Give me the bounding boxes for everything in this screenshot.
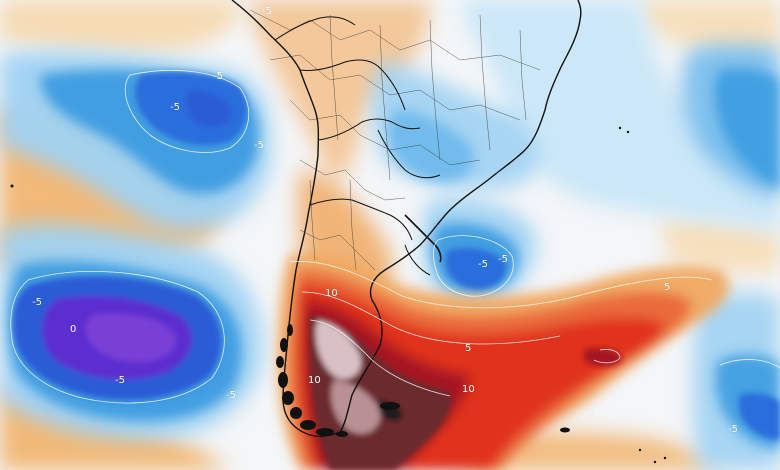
contour-label-minus5-c: -5 bbox=[254, 140, 264, 151]
warm-core bbox=[309, 315, 451, 470]
islands bbox=[10, 126, 667, 464]
contour-lines bbox=[10, 69, 780, 404]
south-america-outline bbox=[231, 0, 582, 438]
contour-label-5-a: 5 bbox=[664, 282, 670, 293]
contour-label-10-c: 10 bbox=[462, 384, 475, 395]
contour-label-minus5-h: -5 bbox=[728, 424, 738, 435]
contour-label-minus5-j: -5 bbox=[498, 254, 508, 265]
contour-label-10-a: 10 bbox=[325, 288, 338, 299]
contour-label-0: 0 bbox=[70, 324, 76, 335]
contour-label-minus5-b: -5 bbox=[213, 71, 223, 82]
contour-label-minus5-i: -5 bbox=[262, 6, 272, 17]
contour-label-minus5-f: -5 bbox=[226, 390, 236, 401]
contour-label-5-c: 5 bbox=[588, 410, 594, 421]
contour-label-minus5-d: -5 bbox=[32, 297, 42, 308]
internal-borders bbox=[249, 9, 541, 271]
contour-label-minus5-e: -5 bbox=[115, 375, 125, 386]
contour-label-minus5-a: -5 bbox=[170, 102, 180, 113]
contour-labels: -5 -5 -5 -5 -5 -5 -5 -5 -5 5 5 5 10 10 1… bbox=[32, 6, 739, 436]
contour-label-10-b: 10 bbox=[308, 375, 321, 386]
contour-label-5-b: 5 bbox=[465, 343, 471, 354]
warm-pocket-se bbox=[583, 347, 622, 367]
fjord-coast bbox=[276, 324, 348, 437]
cold-core-fields bbox=[13, 71, 780, 440]
contour-label-minus5-g: -5 bbox=[478, 259, 488, 270]
